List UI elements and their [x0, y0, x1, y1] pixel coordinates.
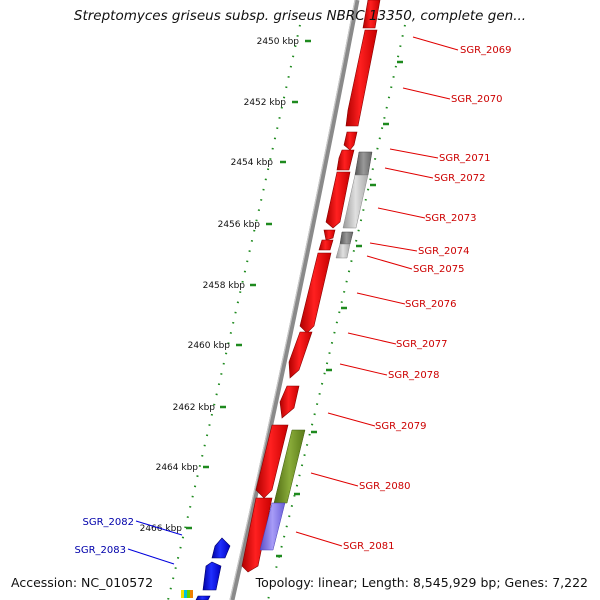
- gene-label[interactable]: SGR_2071: [439, 153, 491, 164]
- gene-SGR_2075[interactable]: [318, 239, 334, 251]
- genome-backbone-highlight: [229, 0, 356, 600]
- accession-label: Accession: NC_010572: [9, 575, 156, 590]
- scale-label: 2460 kbp: [188, 341, 231, 351]
- gene-label[interactable]: SGR_2072: [434, 173, 486, 184]
- forward-genes: [241, 0, 381, 573]
- scale-label: 2454 kbp: [231, 158, 274, 168]
- gene-label[interactable]: SGR_2074: [418, 246, 470, 257]
- gene-SGR_2081[interactable]: [241, 497, 273, 573]
- gene-SGR_2069[interactable]: [345, 29, 378, 127]
- gene-SGR_2072[interactable]: [325, 171, 351, 229]
- gene-label[interactable]: SGR_2082: [83, 517, 135, 528]
- scale-label: 2456 kbp: [218, 220, 261, 230]
- gene-SGR_2074[interactable]: [323, 229, 336, 241]
- gene-label[interactable]: SGR_2080: [359, 481, 411, 492]
- gene-SGR_2077[interactable]: [288, 331, 313, 379]
- gene-SGR_2070[interactable]: [343, 131, 358, 151]
- gene-SGR_2076[interactable]: [299, 252, 332, 334]
- gene-label[interactable]: SGR_2083: [75, 545, 127, 556]
- gene-SGR_2083[interactable]: [202, 561, 222, 591]
- label-leaders-forward: [295, 36, 459, 547]
- gene-label[interactable]: SGR_2073: [425, 213, 477, 224]
- gene-label[interactable]: SGR_2069: [460, 45, 512, 56]
- gene-label[interactable]: SGR_2078: [388, 370, 440, 381]
- feature-gray-light: [335, 174, 369, 259]
- feature-purple: [259, 502, 286, 551]
- gene-label[interactable]: SGR_2079: [375, 421, 427, 432]
- gene-SGR_2080[interactable]: [255, 424, 289, 499]
- scale-major-ticks-right: [276, 60, 403, 558]
- gene-SGR_2082[interactable]: [211, 537, 231, 559]
- gene-label[interactable]: SGR_2070: [451, 94, 503, 105]
- feature-gray-dark: [339, 151, 373, 245]
- gene-label[interactable]: SGR_2077: [396, 339, 448, 350]
- gene-label[interactable]: SGR_2081: [343, 541, 395, 552]
- scale-label: 2452 kbp: [244, 98, 287, 108]
- gene-label[interactable]: SGR_2076: [405, 299, 457, 310]
- label-leaders-reverse: [127, 520, 183, 565]
- scale-track-right: [267, 24, 406, 600]
- scale-label: 2464 kbp: [156, 463, 199, 473]
- scale-label: 2450 kbp: [257, 37, 300, 47]
- reverse-genes: [195, 537, 231, 600]
- gene-label[interactable]: SGR_2075: [413, 264, 465, 275]
- gene-SGR_2069b[interactable]: [362, 0, 381, 29]
- scale-label: 2462 kbp: [173, 403, 216, 413]
- map-title: Streptomyces griseus subsp. griseus NBRC…: [73, 8, 527, 24]
- gene-SGR_2071[interactable]: [336, 149, 355, 171]
- scale-label: 2458 kbp: [203, 281, 246, 291]
- feature-multicolor: [181, 590, 193, 598]
- gene-SGR_2083b[interactable]: [195, 595, 211, 600]
- scale-major-ticks: [186, 39, 311, 530]
- gene-SGR_2079[interactable]: [279, 385, 300, 419]
- feature-olive: [273, 429, 306, 504]
- genome-backbone: [229, 0, 360, 600]
- scale-track-left: [167, 24, 301, 600]
- genome-summary: Topology: linear; Length: 8,545,929 bp; …: [253, 575, 590, 590]
